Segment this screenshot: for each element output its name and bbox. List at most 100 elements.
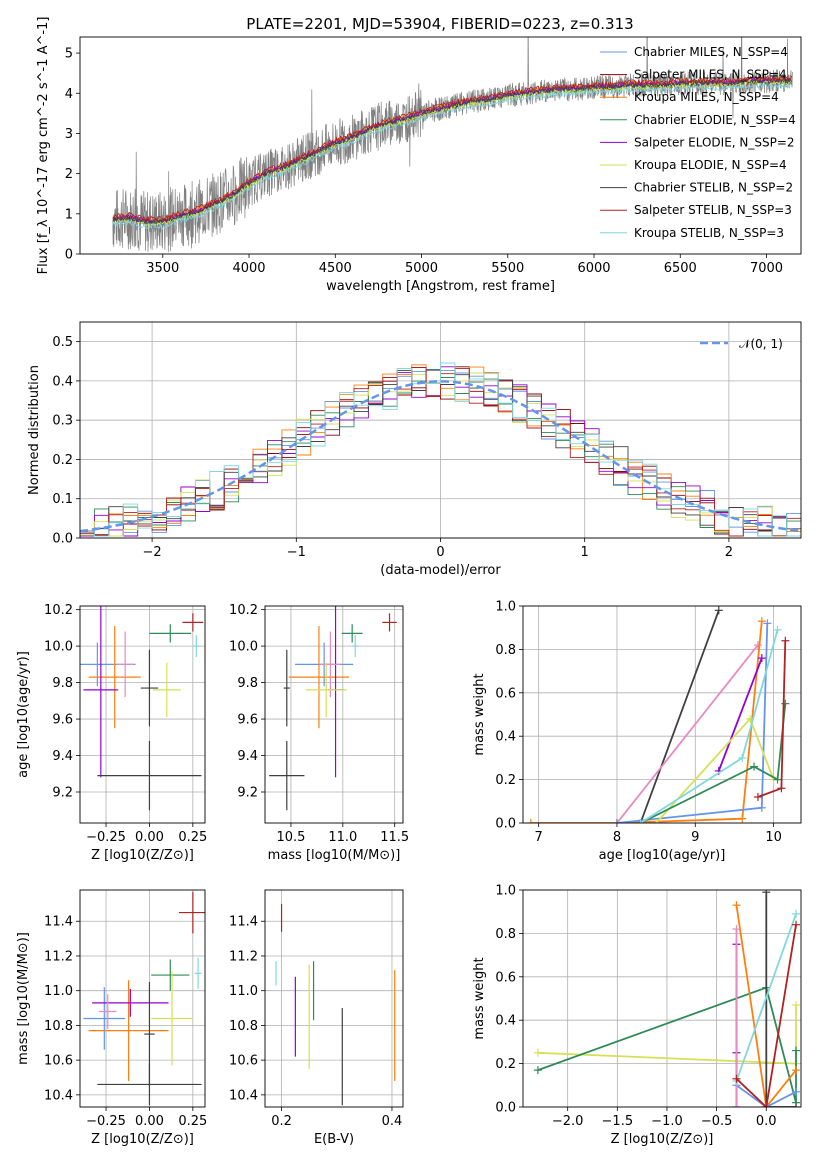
y-tick-label: 11.4 xyxy=(44,915,73,930)
y-tick-label: 0.3 xyxy=(52,414,73,429)
y-tick-label: 10.4 xyxy=(44,1088,73,1103)
y-tick-label: 0.6 xyxy=(495,970,516,985)
y-tick-label: 9.6 xyxy=(237,713,258,728)
plot-area xyxy=(275,903,396,1106)
plus-marker xyxy=(762,890,771,897)
weight-line-8 xyxy=(735,924,797,1107)
histogram-series-8 xyxy=(80,362,801,537)
plus-marker xyxy=(526,819,535,823)
error-bar-point xyxy=(269,740,305,811)
y-tick-label: 10.8 xyxy=(229,1019,258,1034)
error-bar-point xyxy=(151,959,190,991)
x-tick-label: −0.25 xyxy=(86,830,126,845)
y-tick-label: 0.1 xyxy=(52,492,73,507)
panel-4: 7 8 9 10 0.0 0.2 0.4 0.6 0.8 1.0 age [log10(age/yr… xyxy=(472,600,802,863)
weight-line-0 xyxy=(617,609,720,823)
plot-area xyxy=(80,362,801,537)
y-axis-label: age [log10(age/yr)] xyxy=(16,651,31,778)
x-tick-label: 3500 xyxy=(146,261,179,276)
y-tick-label: 11.4 xyxy=(229,915,258,930)
weight-line-2 xyxy=(735,905,797,1107)
legend-label: Chabrier STELIB, N_SSP=2 xyxy=(634,181,793,195)
x-tick-label: 1 xyxy=(581,545,589,560)
y-axis-label: mass weight xyxy=(472,673,487,755)
error-bar-point xyxy=(88,980,169,1081)
y-tick-label: 9.2 xyxy=(52,786,73,801)
weight-line-7 xyxy=(640,629,779,823)
spectrum-data-line xyxy=(112,37,793,253)
x-axis-label: E(B-V) xyxy=(314,1132,354,1147)
x-tick-label: 0.4 xyxy=(382,1114,403,1129)
plot-area xyxy=(80,606,204,811)
x-tick-label: 10.5 xyxy=(276,830,305,845)
legend-label: Kroupa STELIB, N_SSP=3 xyxy=(634,226,784,240)
y-tick-label: 0.0 xyxy=(52,532,73,547)
plus-marker xyxy=(763,619,772,628)
legend-label: Chabrier ELODIE, N_SSP=4 xyxy=(634,113,796,127)
axes-frame xyxy=(79,36,802,255)
x-axis-label: Z [log10(Z/Z⊙)] xyxy=(91,1132,194,1147)
legend-label: Chabrier MILES, N_SSP=4 xyxy=(634,45,788,59)
panel-1: −2 −1 0 1 2 0.0 0.1 0.2 0.3 0.4 0.5 (data-model)/er… xyxy=(27,321,802,578)
axes-frame xyxy=(79,889,206,1108)
x-axis-label: wavelength [Angstrom, rest frame] xyxy=(326,279,555,294)
legend-label: Kroupa ELODIE, N_SSP=4 xyxy=(634,158,787,172)
y-tick-label: 10.6 xyxy=(229,1054,258,1069)
y-tick-label: 2 xyxy=(65,167,73,182)
legend-label: Salpeter ELODIE, N_SSP=2 xyxy=(634,135,795,149)
weight-line-7 xyxy=(735,913,797,1082)
x-axis-label: age [log10(age/yr)] xyxy=(599,848,726,863)
error-bar-point xyxy=(283,649,290,727)
y-tick-label: 9.8 xyxy=(237,676,258,691)
x-tick-label: 11.5 xyxy=(380,830,409,845)
weight-line-1 xyxy=(616,644,759,823)
x-tick-label: −1 xyxy=(287,545,306,560)
y-axis-label: Flux [f_λ 10^-17 erg cm^-2 s^-1 A^-1] xyxy=(36,17,51,275)
x-tick-label: 7000 xyxy=(750,261,783,276)
plot-area xyxy=(269,606,397,811)
plus-marker xyxy=(738,814,747,823)
axes-frame xyxy=(264,889,404,1108)
error-bar-point xyxy=(151,971,193,1066)
plus-marker xyxy=(750,762,759,771)
y-tick-label: 1 xyxy=(65,207,73,222)
y-tick-label: 4 xyxy=(65,87,73,102)
plus-marker xyxy=(738,753,747,762)
y-tick-label: 10.4 xyxy=(229,1088,258,1103)
plus-marker xyxy=(762,1103,771,1107)
x-tick-label: 5000 xyxy=(405,261,438,276)
plot-area xyxy=(526,606,790,823)
x-tick-label: 4000 xyxy=(232,261,265,276)
error-bar-point xyxy=(152,662,181,718)
plot-area xyxy=(112,37,793,253)
plus-marker xyxy=(773,625,782,634)
plus-marker xyxy=(777,784,786,793)
model-line-2 xyxy=(112,75,792,223)
plus-marker xyxy=(757,654,766,663)
plot-area xyxy=(83,891,205,1106)
x-tick-label: 10 xyxy=(765,830,782,845)
y-tick-label: 0.2 xyxy=(495,773,516,788)
model-line-7 xyxy=(112,74,793,221)
plus-marker xyxy=(792,909,801,918)
y-tick-label: 10.2 xyxy=(44,603,73,618)
axes-frame xyxy=(264,605,404,824)
axes-frame xyxy=(79,321,802,539)
error-bar-point xyxy=(305,662,347,718)
x-tick-label: 11.0 xyxy=(328,830,357,845)
y-tick-label: 11.2 xyxy=(229,949,258,964)
error-bar-point xyxy=(97,740,202,811)
axes-frame xyxy=(79,605,206,824)
x-tick-label: 9 xyxy=(691,830,699,845)
x-tick-label: 0.00 xyxy=(135,830,164,845)
x-tick-label: 0.2 xyxy=(271,1114,292,1129)
error-bar-point xyxy=(178,891,205,934)
plus-marker xyxy=(732,1103,741,1107)
weight-line-5 xyxy=(735,1084,797,1107)
plus-marker xyxy=(753,641,762,650)
error-bar-point xyxy=(182,613,204,632)
y-axis-label: mass weight xyxy=(472,957,487,1039)
y-tick-label: 11.0 xyxy=(229,984,258,999)
y-tick-label: 9.4 xyxy=(237,749,258,764)
